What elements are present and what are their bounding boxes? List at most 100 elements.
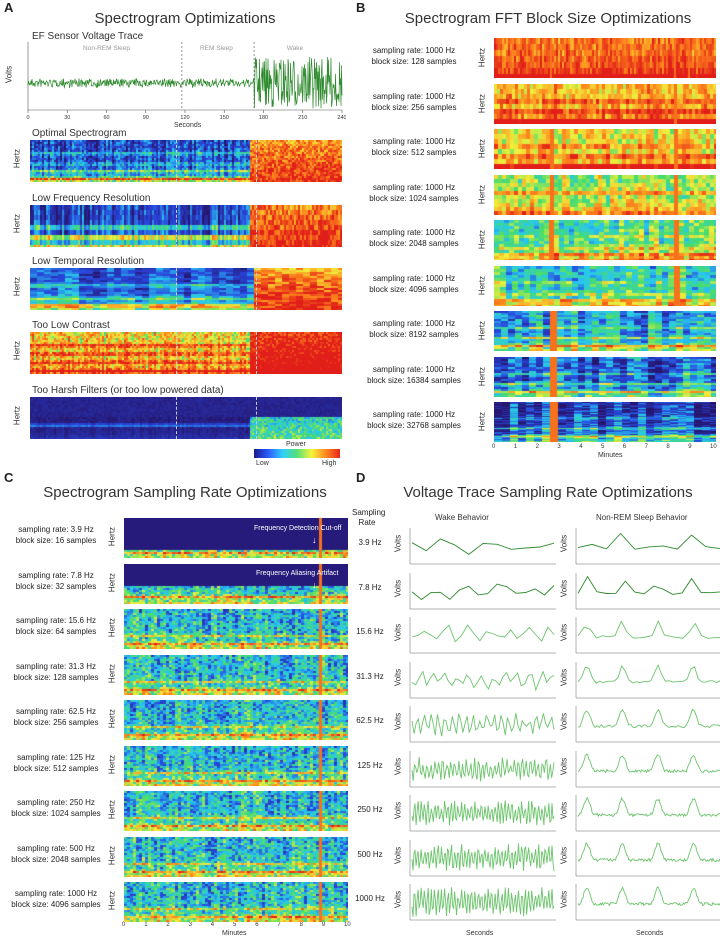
wake-trace-plot [409, 572, 556, 609]
voltage-trace-line [411, 842, 555, 871]
trace-ylabel: Volts [559, 757, 569, 775]
panel-c-xlabel: Minutes [222, 930, 247, 937]
trace-ylabel: Volts [393, 579, 403, 597]
rate-row-rate: sampling rate: 250 Hz [17, 798, 95, 807]
spectrogram-title: Optimal Spectrogram [32, 128, 127, 139]
block-row-rate: sampling rate: 1000 Hz [372, 228, 456, 237]
wake-trace-plot [409, 528, 556, 565]
trace-ylabel: Volts [393, 668, 403, 686]
spectrogram-ylabel: Hertz [12, 405, 22, 426]
sampling-rate-label: 7.8 Hz [358, 582, 382, 592]
panel-c-x-tick: 1 [144, 922, 148, 928]
trace-axes [575, 884, 720, 921]
wake-trace-plot [409, 706, 556, 743]
trace-axes [575, 661, 720, 698]
voltage-trace-line [411, 713, 555, 737]
state-divider [256, 332, 257, 374]
sampling-rate-label: 500 Hz [357, 849, 383, 859]
block-size-spectrogram [494, 38, 716, 78]
panel-d-letter: D [356, 470, 366, 485]
voltage-trace-line [577, 663, 720, 684]
block-row-ylabel: Hertz [477, 320, 487, 341]
block-row-ylabel: Hertz [477, 47, 487, 68]
rate-row-rate: sampling rate: 7.8 Hz [18, 570, 94, 580]
block-row-size: block size: 32768 samples [367, 421, 461, 430]
spectrogram-canvas [30, 140, 342, 182]
panel-b-title: Spectrogram FFT Block Size Optimizations [404, 10, 692, 27]
panel-c-x-tick: 4 [210, 922, 215, 928]
spectrogram-ylabel: Hertz [12, 213, 22, 234]
block-size-spectrogram [494, 220, 716, 260]
trace-x-tick-label: 30 [64, 115, 70, 120]
voltage-trace-line [411, 538, 555, 555]
block-row-ylabel: Hertz [477, 275, 487, 295]
rate-row-size: block size: 16 samples [15, 536, 97, 545]
trace-ylabel: Volts [393, 712, 403, 731]
block-size-spectrogram [494, 356, 716, 397]
panel-d-xlabel-sleep: Seconds [636, 930, 664, 937]
panel-c-x-tick: 0 [122, 922, 126, 928]
trace-axes [409, 884, 556, 921]
sampling-rate-spectrogram [124, 563, 348, 604]
trace-axes [409, 572, 556, 609]
block-row-size: block size: 256 samples [371, 102, 457, 112]
spectrogram-ylabel: Hertz [12, 340, 22, 361]
rate-row-rate: sampling rate: 62.5 Hz [15, 707, 97, 716]
rate-row-ylabel: Hertz [107, 663, 117, 683]
panel-b-x-tick: 1 [513, 444, 518, 450]
block-row-ylabel: Hertz [477, 138, 487, 159]
block-size-spectrogram [494, 129, 716, 169]
colorbar-title: Power [286, 441, 306, 448]
trace-ylabel: Volts [559, 890, 569, 909]
sampling-rate-spectrogram [124, 700, 348, 740]
rate-row-rate: sampling rate: 500 Hz [17, 843, 95, 853]
voltage-trace-line [411, 756, 555, 781]
spectrogram-title: Too Low Contrast [32, 320, 110, 331]
sampling-rate-spectrogram [124, 609, 348, 649]
block-size-canvas [494, 129, 716, 169]
panel-a-letter: A [4, 0, 14, 15]
sampling-rate-label: 1000 Hz [355, 894, 385, 903]
rate-row-rate: sampling rate: 1000 Hz [14, 889, 98, 898]
trace-ylabel: Volts [393, 623, 403, 642]
sampling-rate-canvas [124, 836, 348, 877]
trace-x-tick-label: 0 [26, 115, 29, 120]
spectrogram-title: Low Temporal Resolution [32, 256, 145, 267]
sampling-rate-canvas [124, 563, 348, 604]
trace-ylabel: Volts [393, 757, 403, 775]
trace-x-tick-label: 240 [337, 115, 346, 120]
col-wake-header: Wake Behavior [435, 513, 489, 522]
rate-row-ylabel: Hertz [107, 799, 117, 820]
panel-c-x-tick: 5 [233, 922, 237, 928]
voltage-trace-line [411, 669, 555, 692]
sleep-trace-plot [575, 839, 720, 876]
sleep-trace-plot [575, 661, 720, 698]
state-divider [176, 140, 177, 182]
sampling-rate-label: 250 Hz [357, 805, 383, 814]
sampling-rate-label: 31.3 Hz [356, 671, 384, 681]
panel-a-title: Spectrogram Optimizations [94, 10, 276, 27]
voltage-trace-line [411, 583, 555, 600]
block-size-canvas [494, 311, 716, 351]
block-row-ylabel: Hertz [477, 93, 487, 113]
panel-c-x-tick: 7 [277, 922, 281, 928]
block-size-spectrogram [494, 311, 716, 351]
rate-row-rate: sampling rate: 31.3 Hz [15, 661, 97, 671]
block-size-canvas [494, 356, 716, 397]
voltage-trace-line [577, 753, 720, 773]
block-row-rate: sampling rate: 1000 Hz [372, 364, 456, 374]
spectrogram-image [30, 332, 342, 374]
panel-c-x-tick: 8 [299, 922, 303, 928]
voltage-trace-line [577, 841, 720, 863]
sampling-rate-canvas [124, 518, 348, 558]
block-size-canvas [494, 83, 716, 124]
panel-b-x-tick: 7 [644, 444, 648, 450]
trace-axes [409, 661, 556, 698]
spectrogram-canvas [30, 205, 342, 247]
panel-b-x-tick: 4 [579, 444, 583, 450]
state-divider [176, 332, 177, 374]
aliasing-annotation: Frequency Aliasing Artifact [256, 570, 339, 577]
block-size-canvas [494, 38, 716, 78]
block-size-spectrogram [494, 174, 716, 215]
spectrogram-title: Too Harsh Filters (or too low powered da… [32, 385, 224, 396]
